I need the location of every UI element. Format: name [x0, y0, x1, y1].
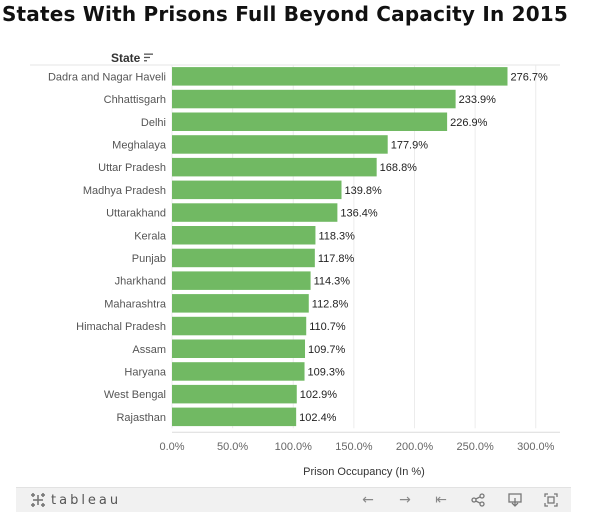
- category-label: Kerala: [134, 230, 167, 242]
- value-label: 117.8%: [318, 253, 355, 265]
- category-label: Haryana: [124, 366, 166, 378]
- bar[interactable]: [172, 316, 307, 336]
- category-label: Uttar Pradesh: [98, 162, 166, 174]
- bar[interactable]: [172, 157, 377, 177]
- x-tick-label: 100.0%: [275, 441, 313, 453]
- x-tick-label: 150.0%: [335, 441, 373, 453]
- state-column-header[interactable]: State: [111, 51, 154, 65]
- x-tick-label: 300.0%: [517, 441, 555, 453]
- category-label: Jharkhand: [115, 276, 166, 288]
- bar[interactable]: [172, 384, 297, 404]
- bar[interactable]: [172, 271, 311, 290]
- state-header-label: State: [111, 51, 141, 65]
- download-icon[interactable]: [506, 491, 524, 509]
- tableau-brand[interactable]: tableau: [30, 492, 121, 508]
- bar[interactable]: [172, 180, 342, 200]
- value-label: 102.9%: [300, 389, 338, 401]
- bar[interactable]: [172, 203, 338, 222]
- category-label: Assam: [132, 344, 166, 356]
- value-label: 233.9%: [459, 94, 497, 106]
- bar[interactable]: [172, 135, 388, 154]
- value-label: 118.3%: [318, 230, 355, 242]
- x-tick-label: 50.0%: [217, 441, 248, 453]
- value-label: 276.7%: [510, 71, 548, 83]
- tableau-logo-icon: [31, 493, 45, 507]
- value-label: 102.4%: [299, 412, 337, 424]
- x-tick-label: 0.0%: [159, 441, 184, 453]
- category-label: Dadra and Nagar Haveli: [48, 71, 166, 83]
- category-label: West Bengal: [104, 389, 166, 401]
- share-icon[interactable]: [469, 491, 487, 509]
- bar[interactable]: [172, 112, 448, 132]
- bar[interactable]: [172, 294, 309, 313]
- category-label: Meghalaya: [112, 139, 167, 151]
- bar[interactable]: [172, 248, 315, 268]
- value-label: 112.8%: [312, 298, 349, 310]
- undo-icon[interactable]: ←: [362, 492, 374, 508]
- redo-icon[interactable]: →: [399, 492, 411, 508]
- value-label: 136.4%: [340, 208, 378, 220]
- value-label: 177.9%: [391, 139, 429, 151]
- category-label: Punjab: [132, 253, 166, 265]
- bar[interactable]: [172, 89, 456, 109]
- x-tick-label: 200.0%: [396, 441, 434, 453]
- value-label: 139.8%: [345, 185, 383, 197]
- category-label: Rajasthan: [116, 412, 166, 424]
- category-label: Uttarakhand: [106, 208, 166, 220]
- value-label: 226.9%: [450, 117, 488, 129]
- bar[interactable]: [172, 362, 305, 381]
- tableau-toolbar: tableau ← → ⇤: [16, 487, 571, 512]
- value-label: 109.3%: [308, 366, 346, 378]
- bar[interactable]: [172, 407, 297, 427]
- sort-descending-icon[interactable]: [144, 53, 154, 62]
- bar[interactable]: [172, 226, 316, 245]
- value-label: 168.8%: [380, 162, 418, 174]
- value-label: 110.7%: [309, 321, 346, 333]
- revert-icon[interactable]: ⇤: [435, 492, 447, 508]
- x-axis-title: Prison Occupancy (In %): [303, 466, 425, 478]
- fullscreen-icon[interactable]: [542, 491, 560, 509]
- bar[interactable]: [172, 339, 306, 359]
- bar[interactable]: [172, 67, 508, 86]
- category-label: Madhya Pradesh: [83, 185, 166, 197]
- value-label: 114.3%: [314, 276, 351, 288]
- chart-title: States With Prisons Full Beyond Capacity…: [1, 2, 569, 26]
- tableau-brand-text: tableau: [51, 492, 122, 508]
- value-label: 109.7%: [308, 344, 346, 356]
- category-label: Chhattisgarh: [104, 94, 166, 106]
- x-tick-label: 250.0%: [456, 441, 494, 453]
- category-label: Delhi: [141, 117, 166, 129]
- bar-chart: Dadra and Nagar Haveli 276.7% Chhattisgarh…: [30, 64, 560, 478]
- category-label: Maharashtra: [104, 298, 167, 310]
- category-label: Himachal Pradesh: [76, 321, 166, 333]
